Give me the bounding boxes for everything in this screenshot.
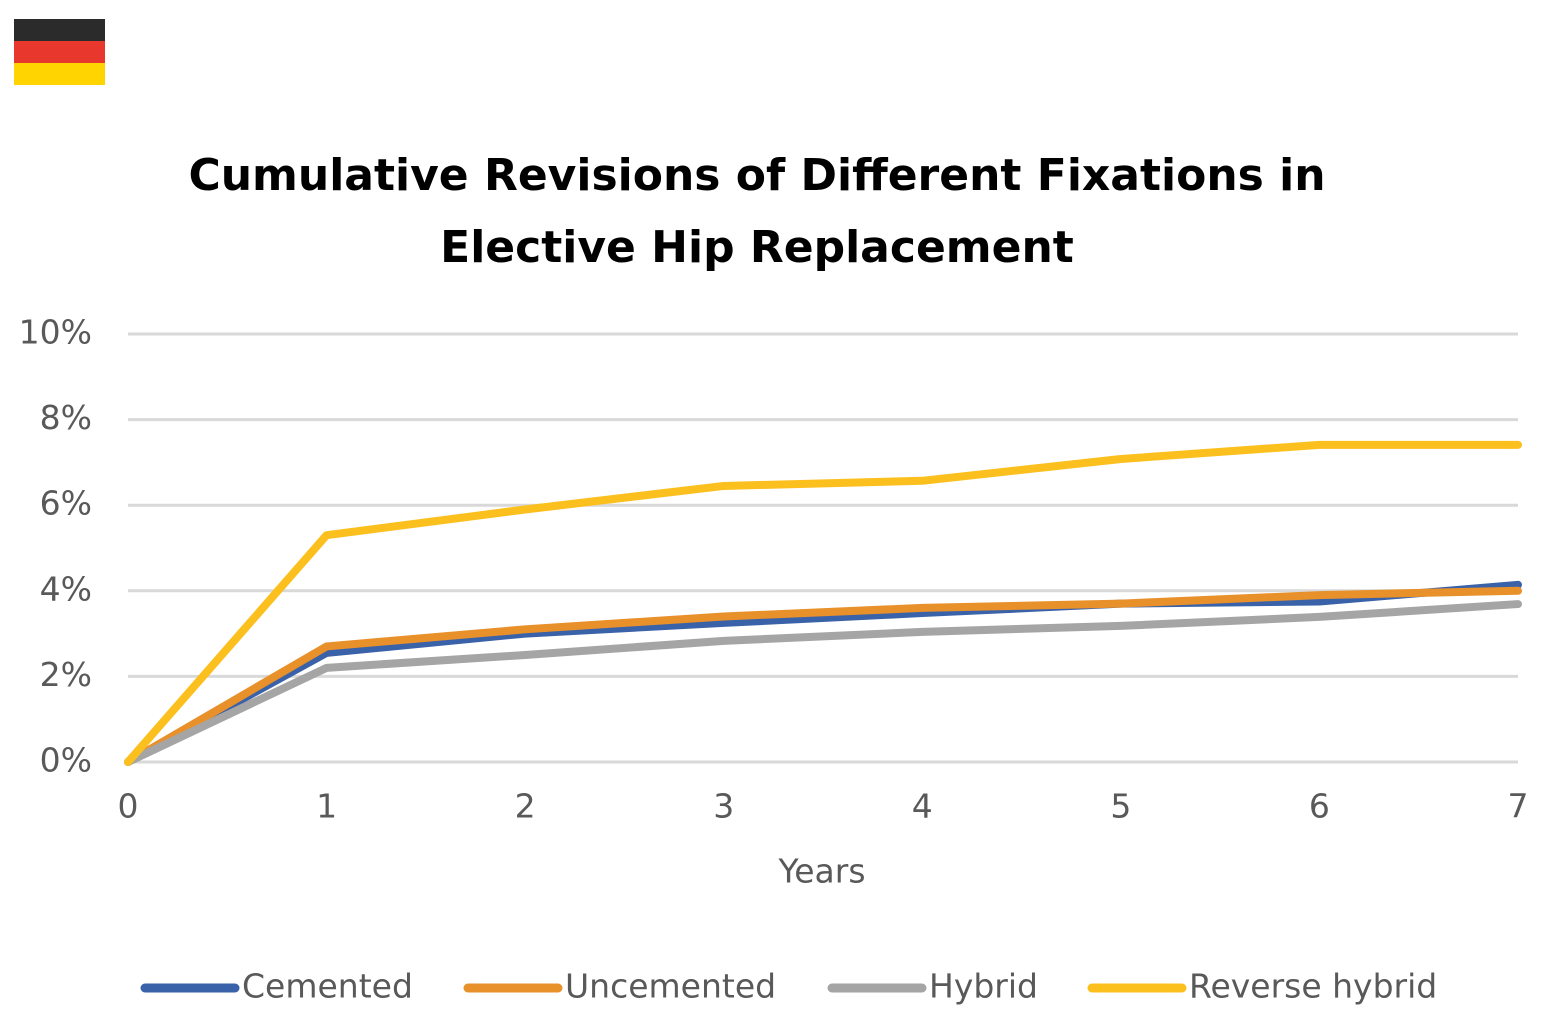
legend-label: Hybrid <box>929 967 1038 1006</box>
series-line <box>124 440 1522 766</box>
x-tick-label: 7 <box>1508 787 1529 826</box>
x-tick-label: 0 <box>118 787 139 826</box>
legend-label: Cemented <box>242 967 413 1006</box>
x-tick-label: 3 <box>713 787 734 826</box>
x-tick-label: 5 <box>1110 787 1131 826</box>
series-line <box>124 586 1522 766</box>
legend-label: Uncemented <box>565 967 776 1006</box>
y-tick-label: 2% <box>40 655 92 694</box>
flag <box>14 19 105 85</box>
y-tick-label: 4% <box>40 569 92 608</box>
flag-stripe <box>14 63 105 85</box>
y-tick-label: 0% <box>40 741 92 780</box>
x-tick-label: 1 <box>316 787 337 826</box>
series-line <box>124 600 1522 766</box>
y-tick-label: 8% <box>40 398 92 437</box>
y-tick-label: 6% <box>40 484 92 523</box>
x-tick-label: 4 <box>912 787 933 826</box>
x-axis-label: Years <box>777 852 865 891</box>
flag-stripe <box>14 19 105 41</box>
series-line <box>124 580 1522 766</box>
x-tick-label: 2 <box>515 787 536 826</box>
flag-stripe <box>14 41 105 63</box>
legend-label: Reverse hybrid <box>1189 967 1437 1006</box>
x-tick-label: 6 <box>1309 787 1330 826</box>
y-tick-label: 10% <box>19 313 92 352</box>
chart-title: Cumulative Revisions of Different Fixati… <box>188 150 1326 273</box>
